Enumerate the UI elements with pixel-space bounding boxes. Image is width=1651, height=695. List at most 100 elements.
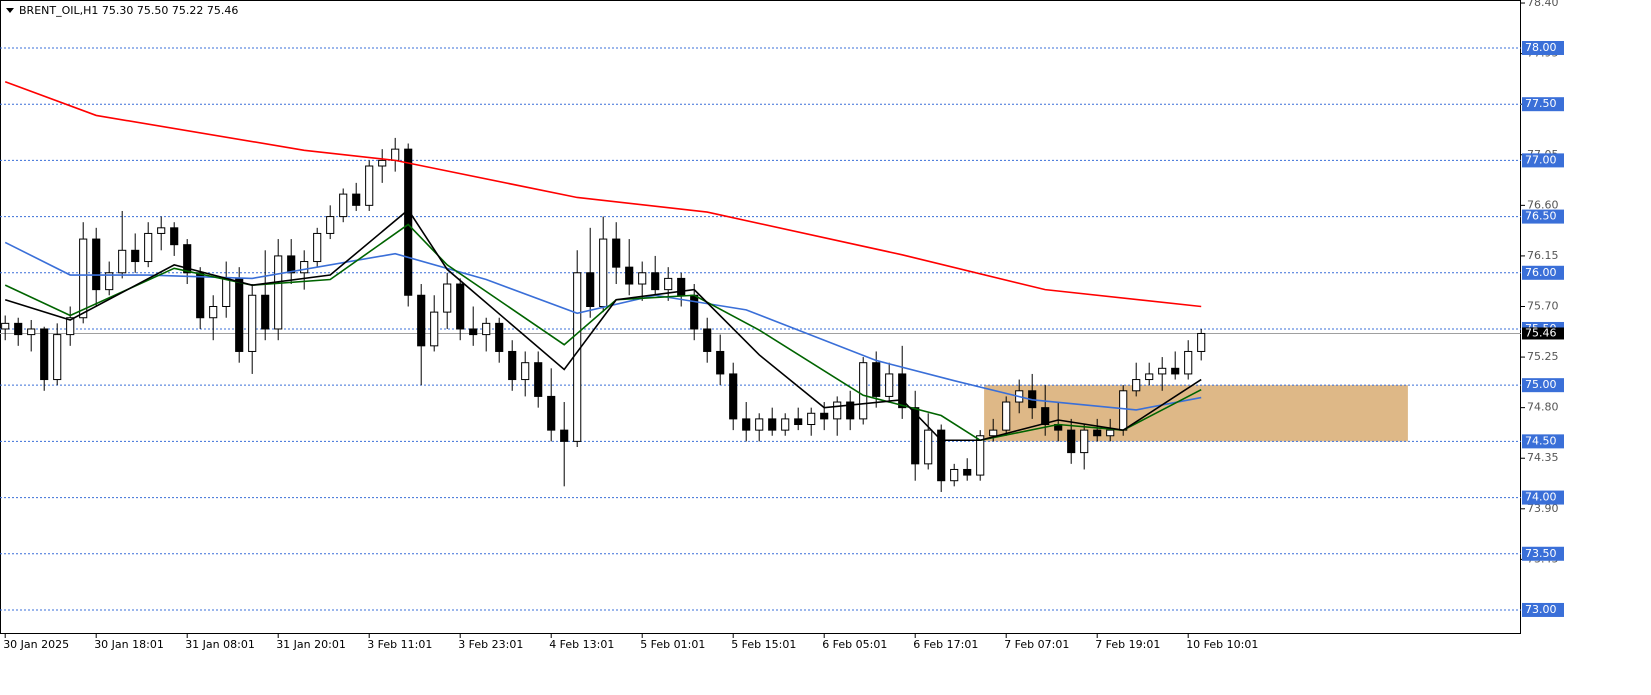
candle-body	[573, 272, 582, 442]
candle-body	[1106, 429, 1115, 437]
candle-body	[1, 322, 10, 330]
x-tick-label: 10 Feb 10:01	[1186, 638, 1258, 651]
x-tick-label: 3 Feb 11:01	[367, 638, 432, 651]
level-label-box	[1522, 434, 1564, 449]
level-label: 75.00	[1525, 378, 1557, 391]
candle-body	[807, 412, 816, 426]
candle-body	[105, 272, 114, 291]
candle-body	[872, 362, 881, 397]
level-label-box	[1522, 378, 1564, 393]
candle-body	[820, 412, 829, 420]
candle-body	[911, 407, 920, 465]
candle-body	[1080, 429, 1089, 454]
y-tick-label: 75.70	[1527, 299, 1559, 312]
level-label: 77.50	[1525, 97, 1557, 110]
candle-body	[365, 165, 374, 206]
candle-body	[586, 272, 595, 307]
level-label-box	[1522, 490, 1564, 505]
x-tick-label: 5 Feb 15:01	[731, 638, 796, 651]
candle-body	[937, 429, 946, 482]
candle-body	[859, 362, 868, 420]
candle-body	[508, 350, 517, 381]
bid-label-box	[1522, 327, 1564, 340]
candle-body	[183, 244, 192, 274]
candle-body	[1132, 379, 1141, 392]
candle-body	[404, 148, 413, 296]
candle-body	[638, 272, 647, 285]
candle-body	[482, 322, 491, 336]
candle-body	[729, 373, 738, 420]
candle-body	[599, 238, 608, 307]
candle-body	[703, 328, 712, 352]
candle-body	[1119, 390, 1128, 431]
level-label: 74.50	[1525, 434, 1557, 447]
candle-body	[1145, 373, 1154, 381]
candle-body	[885, 373, 894, 397]
candle-body	[313, 232, 322, 263]
x-tick-label: 4 Feb 13:01	[549, 638, 614, 651]
level-label: 74.00	[1525, 491, 1557, 504]
x-tick-label: 30 Jan 2025	[3, 638, 69, 651]
y-tick-label: 78.40	[1527, 0, 1559, 9]
candle-body	[1067, 429, 1076, 454]
candle-body	[651, 272, 660, 291]
y-tick-label: 73.90	[1527, 502, 1559, 515]
candle-body	[1041, 407, 1050, 426]
price-zone	[984, 385, 1408, 442]
level-label-box	[1522, 265, 1564, 280]
candle-body	[677, 277, 686, 296]
candle-body	[339, 193, 348, 218]
candle-body	[664, 277, 673, 291]
candle-body	[781, 418, 790, 431]
candle-body	[261, 294, 270, 330]
candle-body	[963, 468, 972, 476]
level-label: 76.00	[1525, 266, 1557, 279]
candle-body	[469, 328, 478, 336]
candle-body	[742, 418, 751, 431]
candle-body	[430, 311, 439, 347]
candle-body	[625, 266, 634, 285]
plot-frame	[0, 0, 1521, 634]
candle-body	[612, 238, 621, 268]
candle-body	[170, 227, 179, 246]
candle-body	[846, 401, 855, 420]
candle-body	[300, 261, 309, 274]
candle-body	[326, 216, 335, 234]
candle-body	[495, 322, 504, 352]
candle-body	[833, 401, 842, 420]
menu-arrow[interactable]	[6, 8, 14, 13]
level-label-box	[1522, 40, 1564, 55]
level-label-box	[1522, 546, 1564, 561]
x-tick-label: 7 Feb 07:01	[1004, 638, 1069, 651]
candle-body	[209, 305, 218, 319]
candle-body	[235, 277, 244, 352]
candle-body	[794, 418, 803, 426]
candle-body	[27, 328, 36, 336]
y-tick-label: 74.80	[1527, 401, 1559, 414]
candle-body	[755, 418, 764, 431]
candle-body	[287, 255, 296, 274]
x-tick-label: 7 Feb 19:01	[1095, 638, 1160, 651]
candle-body	[521, 362, 530, 381]
candle-body	[40, 328, 49, 381]
candle-body	[14, 322, 23, 336]
candle-body	[248, 294, 257, 352]
candle-body	[1002, 401, 1011, 431]
candle-body	[274, 255, 283, 330]
x-tick-label: 31 Jan 08:01	[185, 638, 255, 651]
candle-body	[924, 429, 933, 465]
candle-body	[417, 294, 426, 347]
candle-body	[989, 429, 998, 437]
level-label: 77.00	[1525, 153, 1557, 166]
candle-body	[352, 193, 361, 206]
candle-body	[79, 238, 88, 319]
candle-body	[976, 435, 985, 476]
candle-body	[898, 373, 907, 409]
candle-body	[118, 249, 127, 274]
y-tick-label: 76.15	[1527, 249, 1559, 262]
candle-body	[547, 395, 556, 431]
candle-body	[560, 429, 569, 442]
bid-label: 75.46	[1525, 326, 1557, 339]
